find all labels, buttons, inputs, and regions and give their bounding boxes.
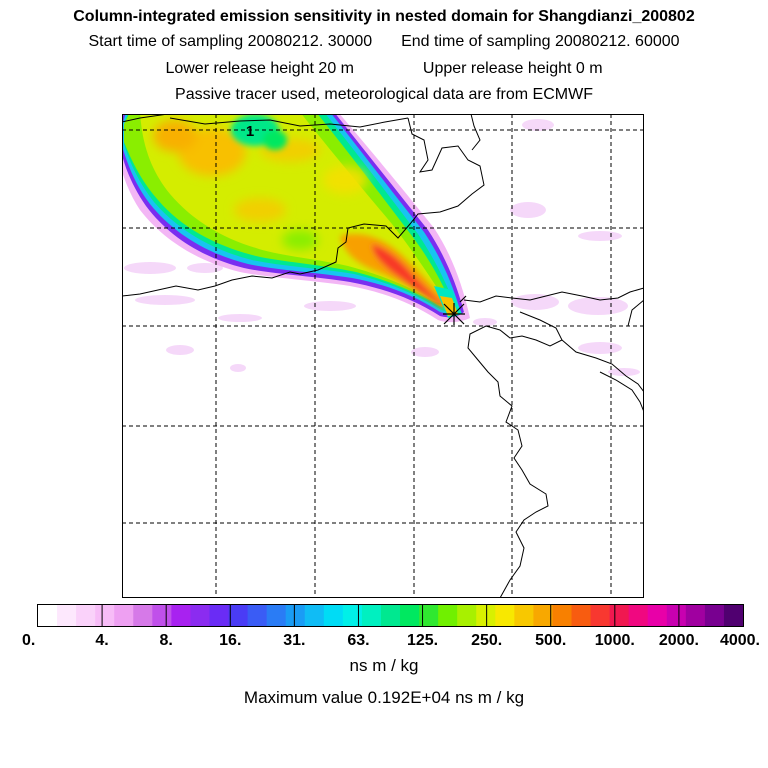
maximum-value: Maximum value 0.192E+04 ns m / kg: [243, 688, 525, 707]
low-sensitivity-patches: [124, 119, 640, 376]
contour-label: 1: [246, 123, 254, 140]
upper-release-label: Upper release height 0 m: [422, 60, 603, 77]
tracer-note: Passive tracer used, meteorological data…: [175, 86, 593, 103]
coastlines-borders: [122, 114, 644, 598]
lat-lon-grid: [122, 114, 644, 598]
sampling-times: Start time of sampling 20080212. 30000 E…: [0, 33, 768, 51]
release-heights: Lower release height 20 m Upper release …: [0, 60, 768, 78]
colorbar-unit: ns m / kg: [349, 656, 419, 675]
start-time-label: Start time of sampling 20080212. 30000: [88, 33, 373, 50]
chart-title: Column-integrated emission sensitivity i…: [73, 8, 695, 25]
map-frame: [122, 114, 644, 598]
receptor-marker: [443, 295, 467, 325]
plume: [122, 114, 470, 323]
lower-release-label: Lower release height 20 m: [165, 60, 354, 77]
end-time-label: End time of sampling 20080212. 60000: [401, 33, 680, 50]
sensitivity-map: 1: [122, 114, 644, 598]
